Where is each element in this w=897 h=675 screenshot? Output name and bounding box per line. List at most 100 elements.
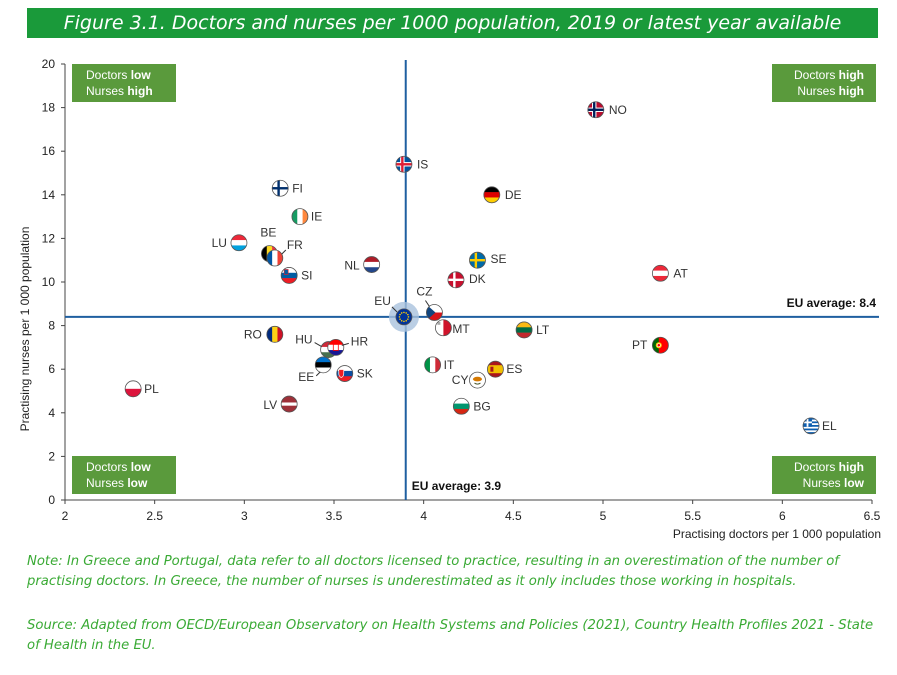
quadrant-text: Doctors high [794, 460, 864, 474]
point-cz: CZ [416, 285, 443, 321]
x-tick-label: 3 [241, 509, 248, 523]
y-tick-label: 2 [48, 449, 55, 463]
point-mt: MT [434, 319, 470, 337]
x-tick-label: 6.5 [864, 509, 881, 523]
quadrant-box [72, 64, 176, 102]
flag-marker [291, 208, 309, 226]
flag-marker [469, 251, 486, 269]
point-label: IE [311, 210, 322, 224]
flag-marker [469, 371, 486, 389]
figure-source: Source: Adapted from OECD/European Obser… [27, 618, 874, 653]
label-leader [281, 249, 287, 255]
quadrant-top-right: Doctors high Nurses high [772, 64, 876, 102]
flag-marker [363, 256, 381, 273]
point-label: IT [444, 358, 455, 372]
flag-marker [587, 101, 605, 119]
point-de: DE [483, 186, 522, 204]
quadrant-text: Nurses high [797, 84, 864, 98]
point-at: AT [651, 264, 688, 282]
quadrant-text: Doctors low [86, 68, 151, 82]
point-dk: DK [447, 271, 486, 289]
label-leader [425, 300, 430, 307]
y-tick-label: 6 [48, 362, 55, 376]
flag-marker [314, 356, 332, 374]
point-label: BG [473, 399, 490, 413]
point-lu: LU [212, 234, 248, 252]
quadrant-box [72, 456, 176, 494]
flag-marker [266, 249, 284, 267]
point-ie: IE [291, 208, 322, 226]
label-leader [315, 371, 321, 377]
flag-marker [651, 264, 669, 282]
point-pl: PL [124, 380, 159, 398]
point-nl: NL [344, 256, 381, 273]
x-tick-label: 2 [62, 509, 69, 523]
figure-note: Note: In Greece and Portugal, data refer… [27, 554, 839, 589]
y-tick-label: 10 [42, 275, 56, 289]
flag-marker [280, 267, 298, 284]
point-lt: LT [515, 321, 550, 339]
flag-marker [486, 360, 504, 378]
flag-marker [452, 397, 470, 415]
point-label: PL [144, 382, 159, 396]
quadrant-top-left: Doctors low Nurses high [72, 64, 176, 102]
quadrant-text: Nurses low [803, 476, 865, 490]
y-tick-label: 12 [42, 231, 56, 245]
flag-marker [483, 186, 501, 204]
data-points: NO IS FI DE IE LU BE FR NL SI SE DK AT CZ EU MT LT RO PT HU… [124, 101, 837, 435]
point-label: PT [632, 338, 648, 352]
point-lv: LV [263, 395, 298, 413]
point-se: SE [469, 251, 506, 269]
point-label: LV [263, 398, 277, 412]
point-label: BE [260, 226, 276, 240]
y-tick-label: 8 [48, 319, 55, 333]
point-label: ES [506, 362, 522, 376]
x-tick-label: 6 [779, 509, 786, 523]
x-tick-label: 4.5 [505, 509, 522, 523]
quadrant-text: Doctors low [86, 460, 151, 474]
point-label: HR [351, 334, 369, 348]
quadrant-box [772, 64, 876, 102]
point-fi: FI [271, 179, 303, 197]
quadrant-bottom-left: Doctors low Nurses low [72, 456, 176, 494]
y-tick-label: 0 [48, 493, 55, 507]
y-tick-label: 18 [42, 101, 56, 115]
y-tick-label: 20 [42, 57, 56, 71]
quadrant-text: Doctors high [794, 68, 864, 82]
y-axis-label: Practising nurses per 1 000 population [18, 227, 32, 432]
point-bg: BG [452, 397, 491, 415]
point-sk: SK [336, 365, 373, 382]
label-leader [341, 342, 349, 346]
quadrant-text: Nurses high [86, 84, 153, 98]
label-leader [391, 306, 398, 313]
x-tick-label: 2.5 [146, 509, 163, 523]
point-label: SI [301, 268, 312, 282]
flag-marker [395, 155, 413, 173]
point-pt: PT [632, 336, 669, 354]
flag-marker [802, 417, 820, 435]
flag-marker [271, 179, 289, 197]
point-label: DE [505, 188, 522, 202]
point-label: NO [609, 103, 627, 117]
flag-marker [515, 321, 533, 339]
quadrant-labels: Doctors low Nurses high Doctors high Nurses… [72, 64, 876, 494]
point-label: NL [344, 259, 360, 273]
point-ee: EE [298, 356, 332, 384]
point-si: SI [280, 267, 313, 284]
point-fr: FR [266, 238, 303, 267]
flag-marker [434, 319, 452, 337]
x-tick-label: 4 [420, 509, 427, 523]
flag-marker [336, 365, 354, 382]
flag-marker [424, 356, 442, 374]
point-ro: RO [244, 325, 284, 343]
eu-average-lines: EU average: 3.9 EU average: 8.4 [65, 60, 879, 500]
eu-average-x-label: EU average: 3.9 [412, 479, 502, 493]
flag-marker [426, 304, 443, 321]
point-label: LT [536, 323, 550, 337]
point-no: NO [587, 101, 627, 119]
label-leader [314, 342, 322, 348]
point-el: EL [802, 417, 837, 435]
point-label: FI [292, 181, 303, 195]
